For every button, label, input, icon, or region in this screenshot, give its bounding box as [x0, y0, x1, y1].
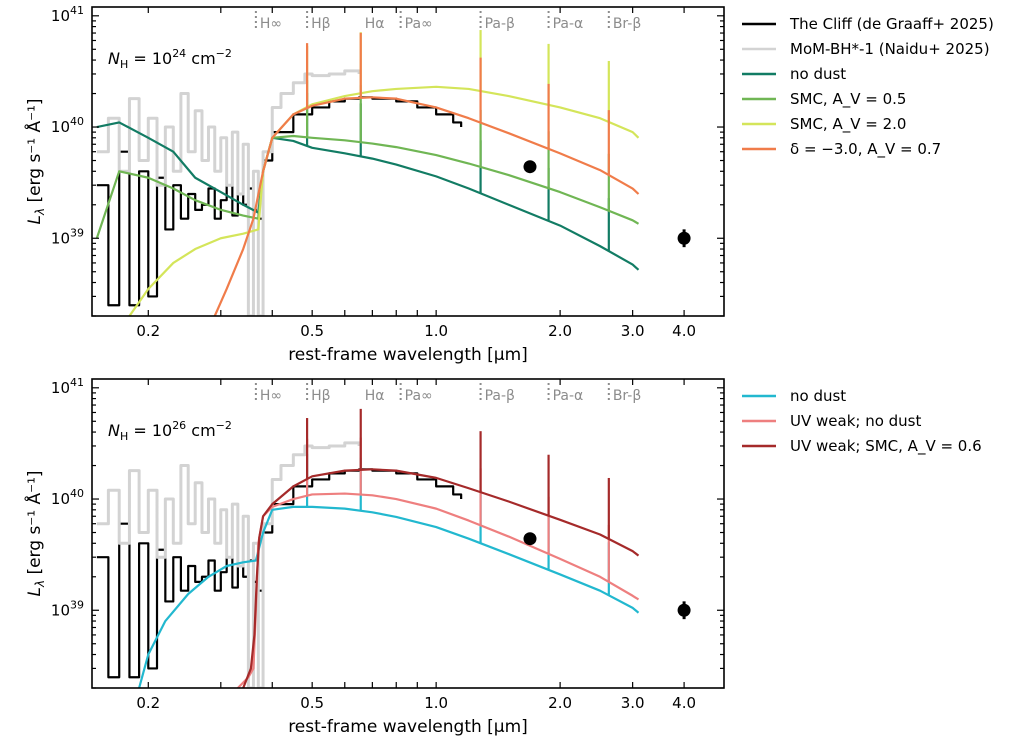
emission-line-label: Br-β: [613, 388, 641, 404]
x-tick-label: 3.0: [621, 322, 645, 340]
legend-label: δ = −3.0, A_V = 0.7: [790, 140, 941, 159]
x-axis-title: rest-frame wavelength [μm]: [288, 717, 528, 737]
emission-line-label: Pa∞: [405, 388, 433, 404]
legend-label: The Cliff (de Graaff+ 2025): [789, 15, 994, 33]
x-tick-label: 1.0: [424, 322, 448, 340]
series-line: [95, 134, 640, 239]
x-axis-title: rest-frame wavelength [μm]: [288, 345, 528, 365]
emission-line-label: Hα: [365, 16, 385, 32]
column-density-annotation: NH = 1024 cm−2: [108, 47, 232, 71]
x-tick-label: 1.0: [424, 694, 448, 712]
axes-frame: [91, 6, 725, 317]
data-point: [523, 532, 537, 546]
legend-label: SMC, A_V = 0.5: [790, 90, 906, 109]
x-tick-label: 4.0: [672, 694, 696, 712]
top-panel: H∞ Hβ Hα Pa∞ Pa-β Pa-α Br-β 0.2 0.5 1.0 2.0 3.0 4.0 r…: [23, 4, 994, 365]
legend-label: no dust: [790, 65, 846, 83]
emission-line-label: Pa∞: [405, 16, 433, 32]
axes-frame: [91, 378, 725, 689]
legend-label: MoM-BH*-1 (Naidu+ 2025): [790, 40, 990, 58]
emission-line-label: Pa-β: [485, 16, 515, 32]
column-density-annotation: NH = 1026 cm−2: [108, 419, 232, 443]
emission-line-label: H∞: [260, 16, 282, 32]
emission-line-label: H∞: [260, 388, 282, 404]
series-line: [96, 441, 361, 688]
y-tick-label: 1041: [51, 4, 84, 25]
series-line: [96, 96, 463, 307]
x-tick-label: 0.5: [300, 322, 324, 340]
series-line: [128, 85, 640, 316]
y-axis-title: Lλ [erg s⁻¹ Å⁻¹]: [23, 470, 47, 596]
emission-line-label: Pa-α: [553, 388, 584, 404]
emission-line-label: Pa-α: [553, 16, 584, 32]
x-tick-label: 2.0: [548, 694, 572, 712]
legend: no dust UV weak; no dust UV weak; SMC, A_V…: [742, 387, 982, 456]
x-tick-label: 3.0: [621, 694, 645, 712]
plot-area: [95, 11, 640, 316]
legend-label: UV weak; SMC, A_V = 0.6: [790, 437, 982, 456]
data-point: [677, 603, 691, 617]
series-line: [213, 96, 640, 316]
x-tick-label: 0.2: [136, 322, 160, 340]
bottom-panel: H∞ Hβ Hα Pa∞ Pa-β Pa-α Br-β 0.2 0.5 1.0 2.0 3.0 4.0 r…: [23, 376, 982, 737]
x-tick-label: 4.0: [672, 322, 696, 340]
x-tick-label: 2.0: [548, 322, 572, 340]
y-tick-label: 1039: [51, 226, 84, 247]
legend: The Cliff (de Graaff+ 2025) MoM-BH*-1 (Na…: [742, 15, 994, 159]
y-axis-title: Lλ [erg s⁻¹ Å⁻¹]: [23, 98, 47, 224]
legend-label: no dust: [790, 387, 846, 405]
emission-line-label: Hα: [365, 388, 385, 404]
series-line: [138, 505, 640, 688]
x-tick-label: 0.2: [136, 694, 160, 712]
y-tick-label: 1040: [51, 115, 84, 136]
series-line: [237, 492, 640, 688]
emission-line-label: Hβ: [311, 16, 330, 32]
y-tick-label: 1039: [51, 598, 84, 619]
series-line: [242, 468, 640, 688]
emission-line-label: Hβ: [311, 388, 330, 404]
series-line: [96, 69, 361, 316]
data-point: [523, 160, 537, 174]
plot-area: [96, 383, 640, 688]
series-line: [96, 121, 640, 271]
legend-label: SMC, A_V = 2.0: [790, 115, 906, 134]
y-tick-label: 1040: [51, 487, 84, 508]
emission-line-label: Br-β: [613, 16, 641, 32]
emission-line-label: Pa-β: [485, 388, 515, 404]
data-point: [677, 231, 691, 245]
legend-label: UV weak; no dust: [790, 412, 922, 430]
y-tick-label: 1041: [51, 376, 84, 397]
x-tick-label: 0.5: [300, 694, 324, 712]
